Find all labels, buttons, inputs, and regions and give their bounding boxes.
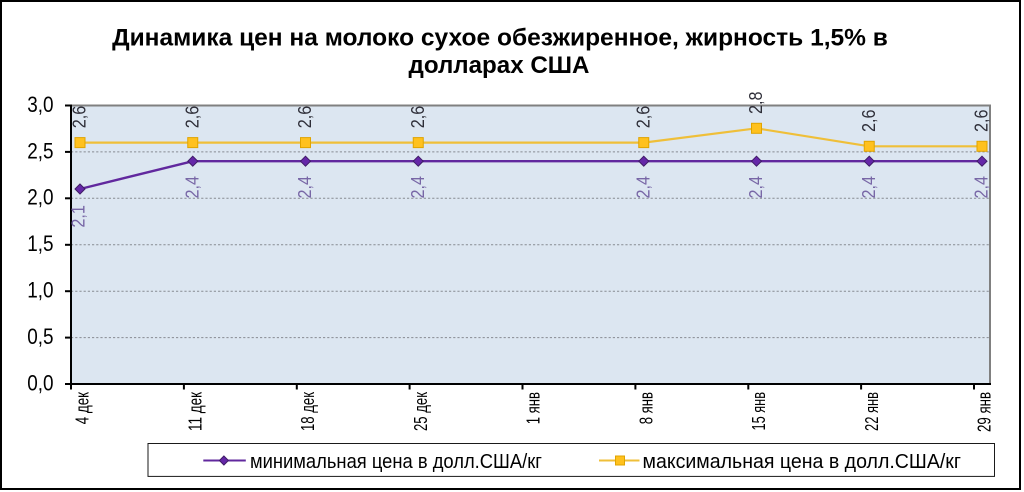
svg-text:2,6: 2,6 — [408, 106, 428, 129]
svg-text:4 дек: 4 дек — [72, 391, 93, 424]
svg-text:1,5: 1,5 — [27, 231, 53, 256]
svg-text:2,4: 2,4 — [859, 176, 879, 199]
svg-text:2,6: 2,6 — [182, 106, 202, 129]
svg-text:2,1: 2,1 — [68, 205, 88, 228]
svg-text:2,6: 2,6 — [859, 109, 879, 132]
svg-text:29 янв: 29 янв — [974, 392, 995, 432]
svg-text:2,0: 2,0 — [27, 185, 53, 210]
svg-text:8 янв: 8 янв — [635, 392, 656, 424]
svg-text:2,6: 2,6 — [633, 106, 653, 129]
svg-text:18 дек: 18 дек — [297, 391, 318, 431]
svg-text:2,6: 2,6 — [70, 106, 90, 129]
svg-text:1 янв: 1 янв — [523, 392, 544, 424]
svg-text:2,4: 2,4 — [633, 176, 653, 199]
svg-text:2,5: 2,5 — [27, 138, 53, 163]
svg-text:2,4: 2,4 — [295, 176, 315, 199]
svg-text:2,4: 2,4 — [182, 176, 202, 199]
svg-text:2,4: 2,4 — [408, 176, 428, 199]
svg-text:2,4: 2,4 — [746, 176, 766, 199]
svg-text:2,4: 2,4 — [972, 176, 992, 199]
svg-text:22 янв: 22 янв — [861, 392, 882, 431]
svg-text:2,6: 2,6 — [295, 106, 315, 129]
svg-text:25 дек: 25 дек — [410, 391, 431, 431]
svg-text:0,0: 0,0 — [27, 370, 53, 395]
svg-text:11 дек: 11 дек — [184, 391, 205, 431]
svg-text:15 янв: 15 янв — [748, 392, 769, 431]
svg-text:Динамика цен на молоко сухое о: Динамика цен на молоко сухое обезжиренно… — [112, 25, 888, 52]
svg-text:долларах США: долларах США — [409, 52, 590, 79]
svg-text:максимальная цена в долл.СШ: максимальная цена в долл.США/кг — [643, 451, 962, 473]
svg-text:0,5: 0,5 — [27, 324, 53, 349]
svg-text:1,0: 1,0 — [27, 278, 53, 303]
svg-text:3,0: 3,0 — [27, 92, 53, 117]
svg-text:2,6: 2,6 — [972, 109, 992, 132]
svg-text:2,8: 2,8 — [746, 91, 766, 114]
svg-text:минимальная цена в долл.США: минимальная цена в долл.США/кг — [250, 451, 542, 473]
